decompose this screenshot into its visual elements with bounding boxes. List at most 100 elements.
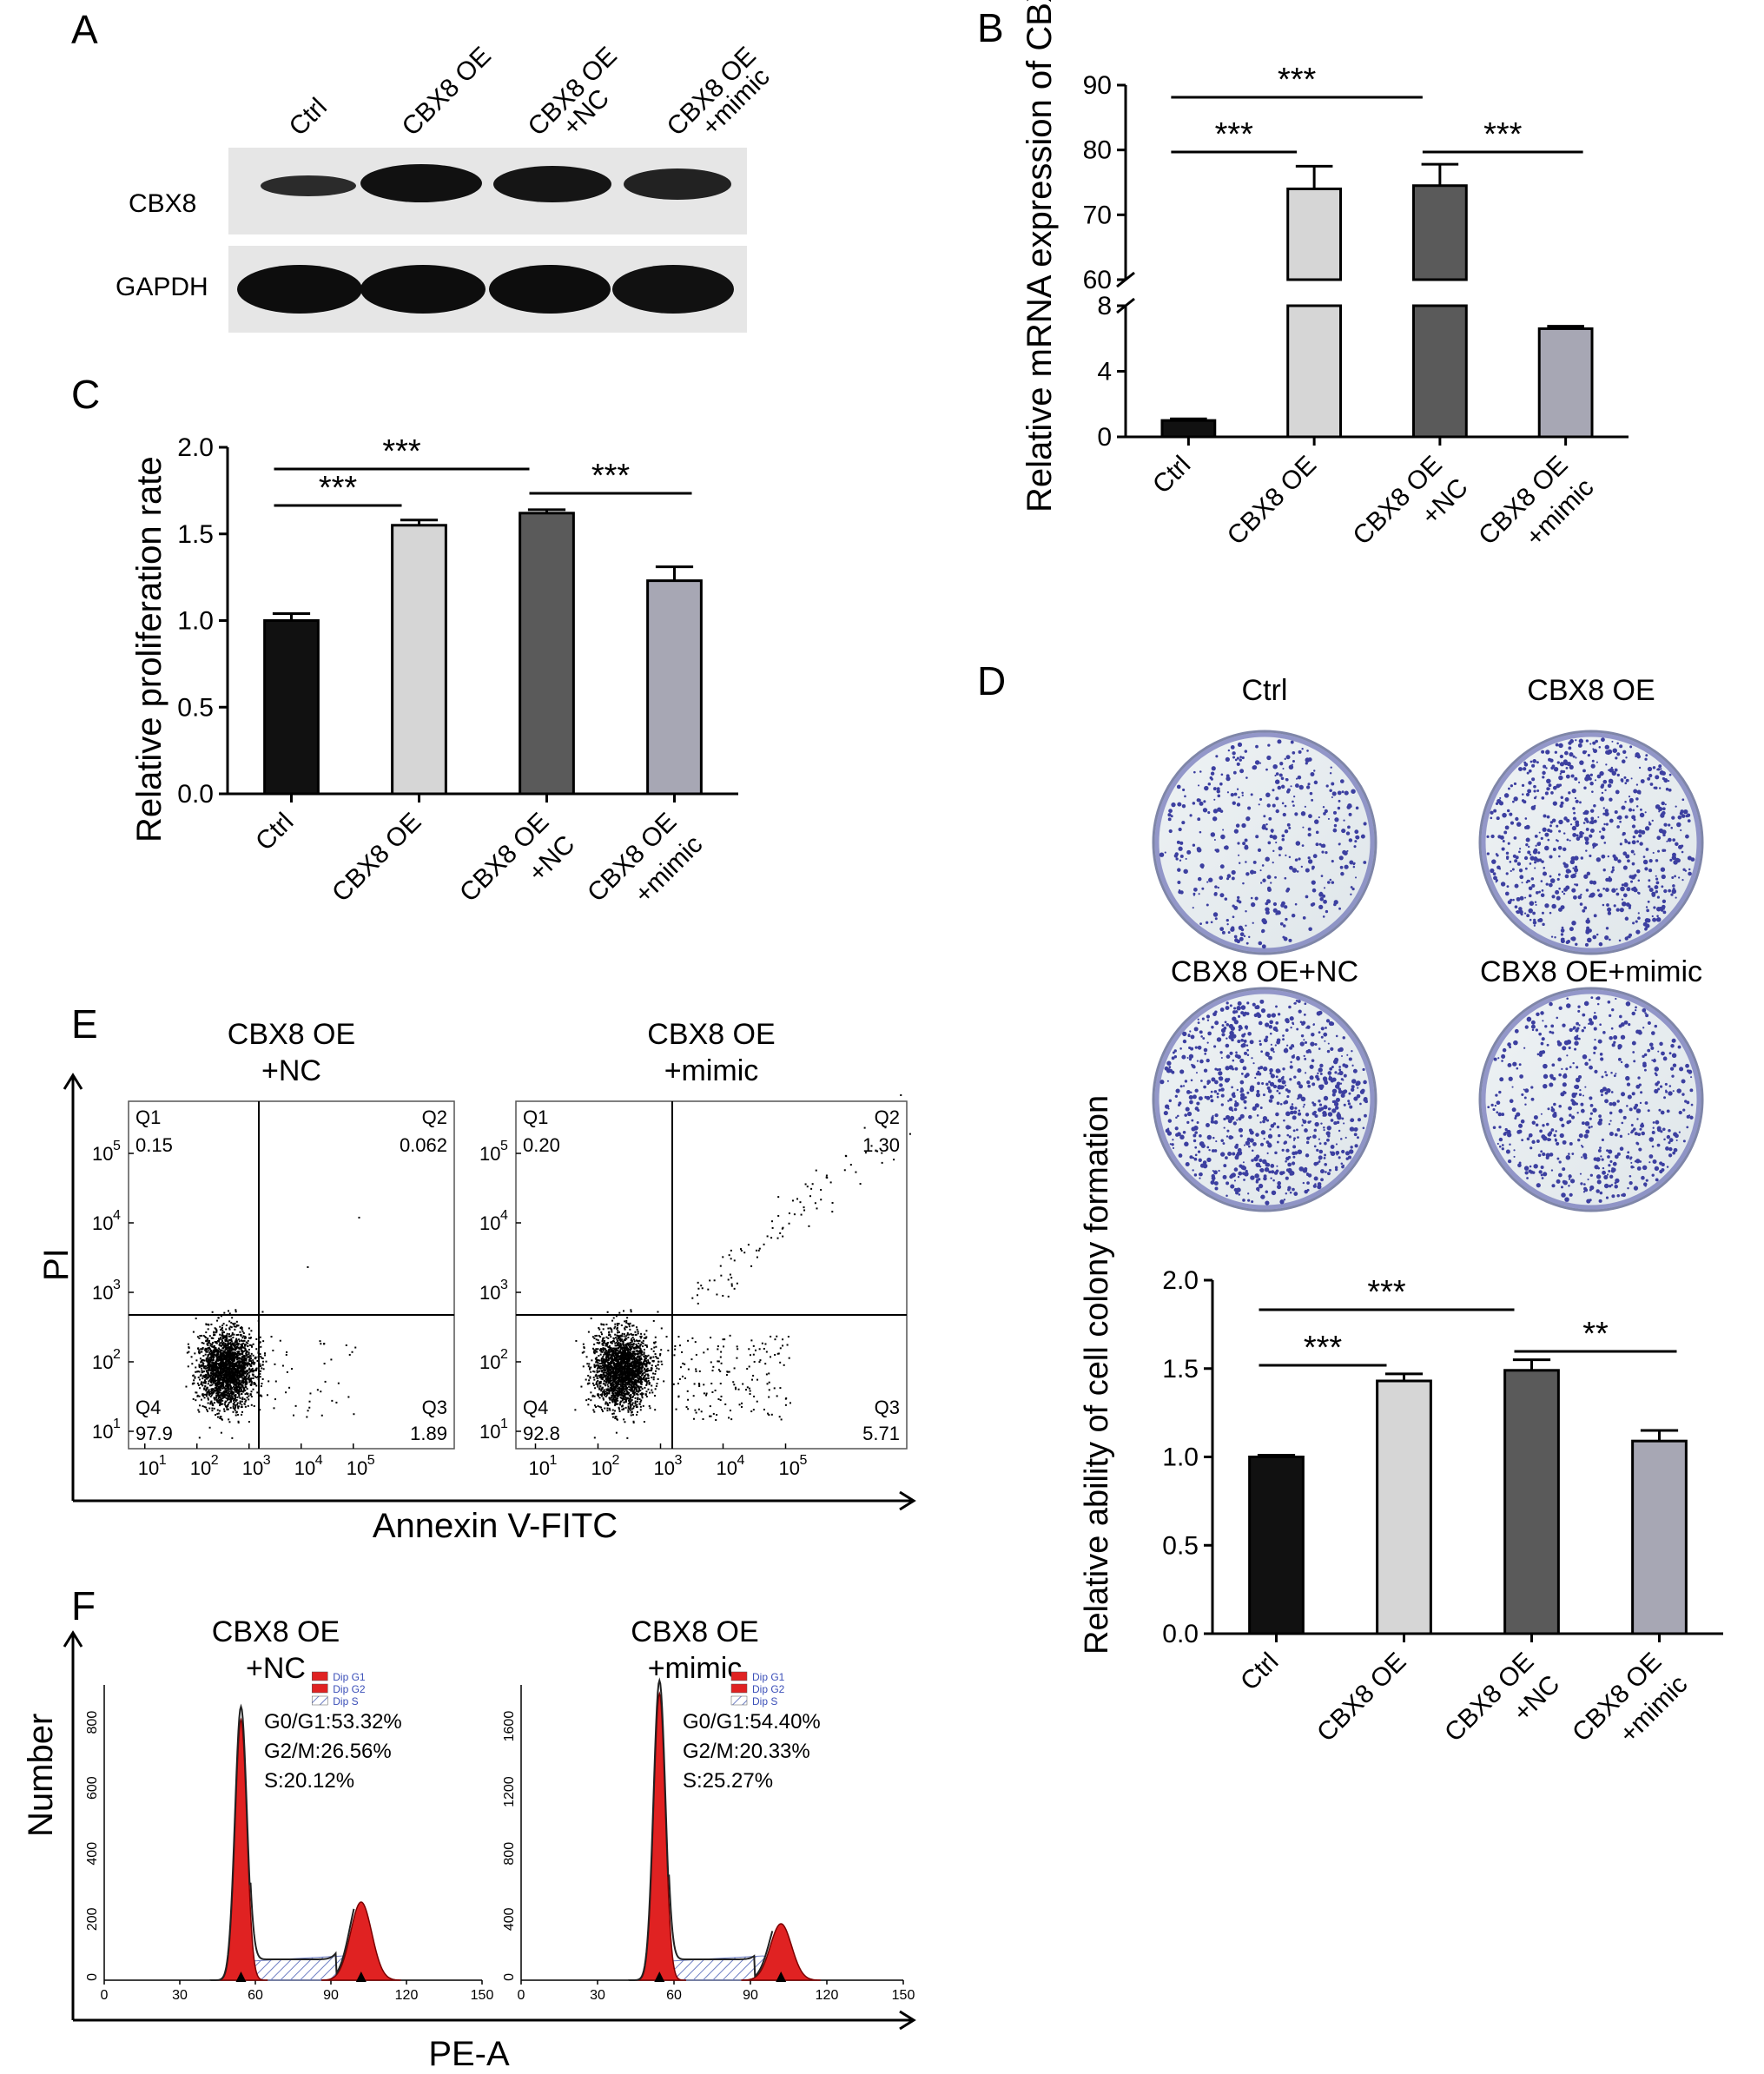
colony-dot [1690,1076,1693,1079]
colony-dot [1512,854,1516,858]
colony-dot [1651,1131,1655,1135]
colony-dot [1502,1047,1507,1053]
event-dot [247,1342,249,1344]
event-dot [221,1395,224,1397]
colony-dot [1597,1039,1602,1044]
colony-dot [1268,1055,1272,1060]
colony-dot [1227,749,1231,752]
colony-dot [1239,1113,1245,1119]
colony-dot [1657,1087,1661,1091]
colony-dot [1350,1146,1353,1149]
event-dot [234,1374,236,1377]
colony-dot [1227,931,1231,935]
colony-dot [1625,902,1630,908]
event-dot [211,1344,214,1346]
colony-dot [1559,762,1565,767]
colony-dot [1568,1153,1570,1155]
colony-dot [1269,1094,1274,1100]
event-dot [214,1382,216,1384]
event-dot [214,1368,216,1371]
colony-dot [1347,803,1352,809]
colony-dot [1535,891,1539,895]
colony-dot [1542,827,1547,832]
event-dot [216,1363,219,1365]
event-dot [234,1409,236,1411]
colony-dot [1556,1141,1560,1146]
colony-dot [1307,757,1312,762]
colony-dot [1276,1125,1280,1129]
event-dot [226,1332,228,1335]
event-dot [231,1361,234,1364]
colony-dot [1198,1096,1203,1101]
colony-dot [1334,1106,1339,1110]
colony-dot [1677,815,1682,820]
colony-dot [1601,854,1606,859]
colony-dot [1615,1073,1617,1075]
colony-dot [1675,1139,1678,1142]
colony-dot [1506,809,1510,813]
colony-dot [1668,773,1672,776]
colony-dot [1351,1079,1357,1084]
colony-dot [1531,777,1536,782]
event-dot [228,1418,230,1421]
x-tick-exponent: 3 [675,1453,683,1468]
colony-dot [1670,893,1674,896]
colony-dot [1577,895,1582,900]
colony-dot [1261,1082,1265,1086]
colony-dot [1634,1132,1638,1136]
colony-dot [1596,933,1599,936]
colony-dot [1634,874,1637,877]
colony-dot [1570,774,1575,778]
colony-dot [1542,871,1548,876]
colony-dot [1566,1054,1569,1057]
event-dot [217,1388,220,1390]
event-dot [230,1338,233,1340]
colony-dot [1193,1139,1197,1143]
event-dot [209,1356,212,1358]
event-dot [188,1346,190,1349]
event-dot [221,1326,223,1329]
colony-dot [1251,1057,1253,1060]
colony-dot [1224,1020,1227,1024]
colony-dot [1265,1082,1269,1087]
event-dot [231,1317,234,1319]
event-dot [203,1359,206,1362]
event-dot [219,1367,221,1370]
colony-dot [1565,1067,1569,1071]
colony-dot [1212,816,1218,822]
event-dot [248,1337,250,1339]
colony-dot [1543,1063,1548,1069]
event-dot [200,1348,202,1351]
event-dot [203,1405,206,1408]
event-dot [215,1353,218,1356]
colony-dot [1288,1135,1292,1139]
colony-dot [1668,888,1671,893]
event-dot [223,1375,226,1377]
event-dot [237,1351,240,1353]
colony-dot [1536,1012,1540,1017]
colony-dot [1179,1069,1185,1074]
colony-dot [1256,1089,1260,1093]
event-dot [218,1383,221,1385]
colony-dot [1582,811,1586,816]
colony-dot [1331,860,1334,863]
colony-dot [1662,910,1667,915]
colony-dot [1243,1179,1245,1181]
colony-dot [1297,1000,1301,1003]
colony-dot [1610,1071,1613,1074]
colony-dot [1519,875,1524,880]
event-dot [258,1341,261,1344]
colony-dot [1635,1108,1642,1113]
event-dot [257,1351,260,1354]
event-dot [205,1375,208,1377]
colony-dot [1626,1105,1629,1107]
colony-dot [1530,1086,1534,1089]
colony-dot [1599,1053,1603,1056]
colony-dot [1186,849,1192,855]
event-dot [202,1359,205,1362]
event-dot [233,1375,235,1377]
colony-dot [1530,805,1536,810]
colony-dot [1589,1173,1593,1177]
colony-dot [1582,1153,1588,1158]
event-dot [248,1344,251,1346]
